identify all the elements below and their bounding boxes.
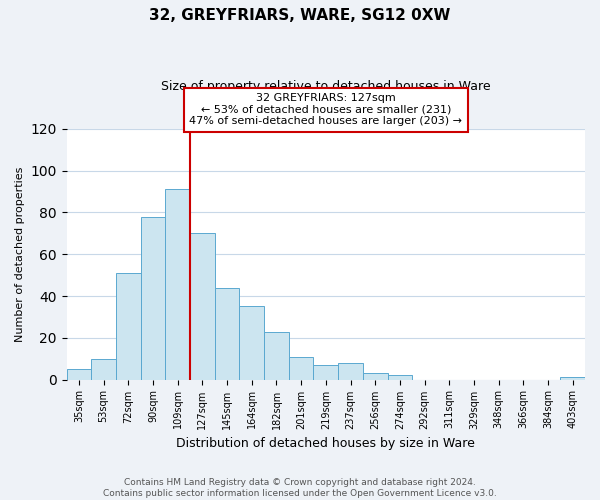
Text: Contains HM Land Registry data © Crown copyright and database right 2024.
Contai: Contains HM Land Registry data © Crown c… — [103, 478, 497, 498]
X-axis label: Distribution of detached houses by size in Ware: Distribution of detached houses by size … — [176, 437, 475, 450]
Bar — [264, 332, 289, 380]
Bar — [166, 190, 190, 380]
Bar — [141, 216, 166, 380]
Y-axis label: Number of detached properties: Number of detached properties — [15, 166, 25, 342]
Title: Size of property relative to detached houses in Ware: Size of property relative to detached ho… — [161, 80, 491, 93]
Text: 32 GREYFRIARS: 127sqm
← 53% of detached houses are smaller (231)
47% of semi-det: 32 GREYFRIARS: 127sqm ← 53% of detached … — [190, 93, 463, 126]
Bar — [190, 234, 215, 380]
Bar — [289, 356, 313, 380]
Bar — [313, 365, 338, 380]
Bar — [91, 358, 116, 380]
Bar — [239, 306, 264, 380]
Bar — [116, 273, 141, 380]
Bar — [338, 363, 363, 380]
Text: 32, GREYFRIARS, WARE, SG12 0XW: 32, GREYFRIARS, WARE, SG12 0XW — [149, 8, 451, 22]
Bar — [388, 376, 412, 380]
Bar — [67, 369, 91, 380]
Bar — [215, 288, 239, 380]
Bar — [560, 378, 585, 380]
Bar — [363, 374, 388, 380]
